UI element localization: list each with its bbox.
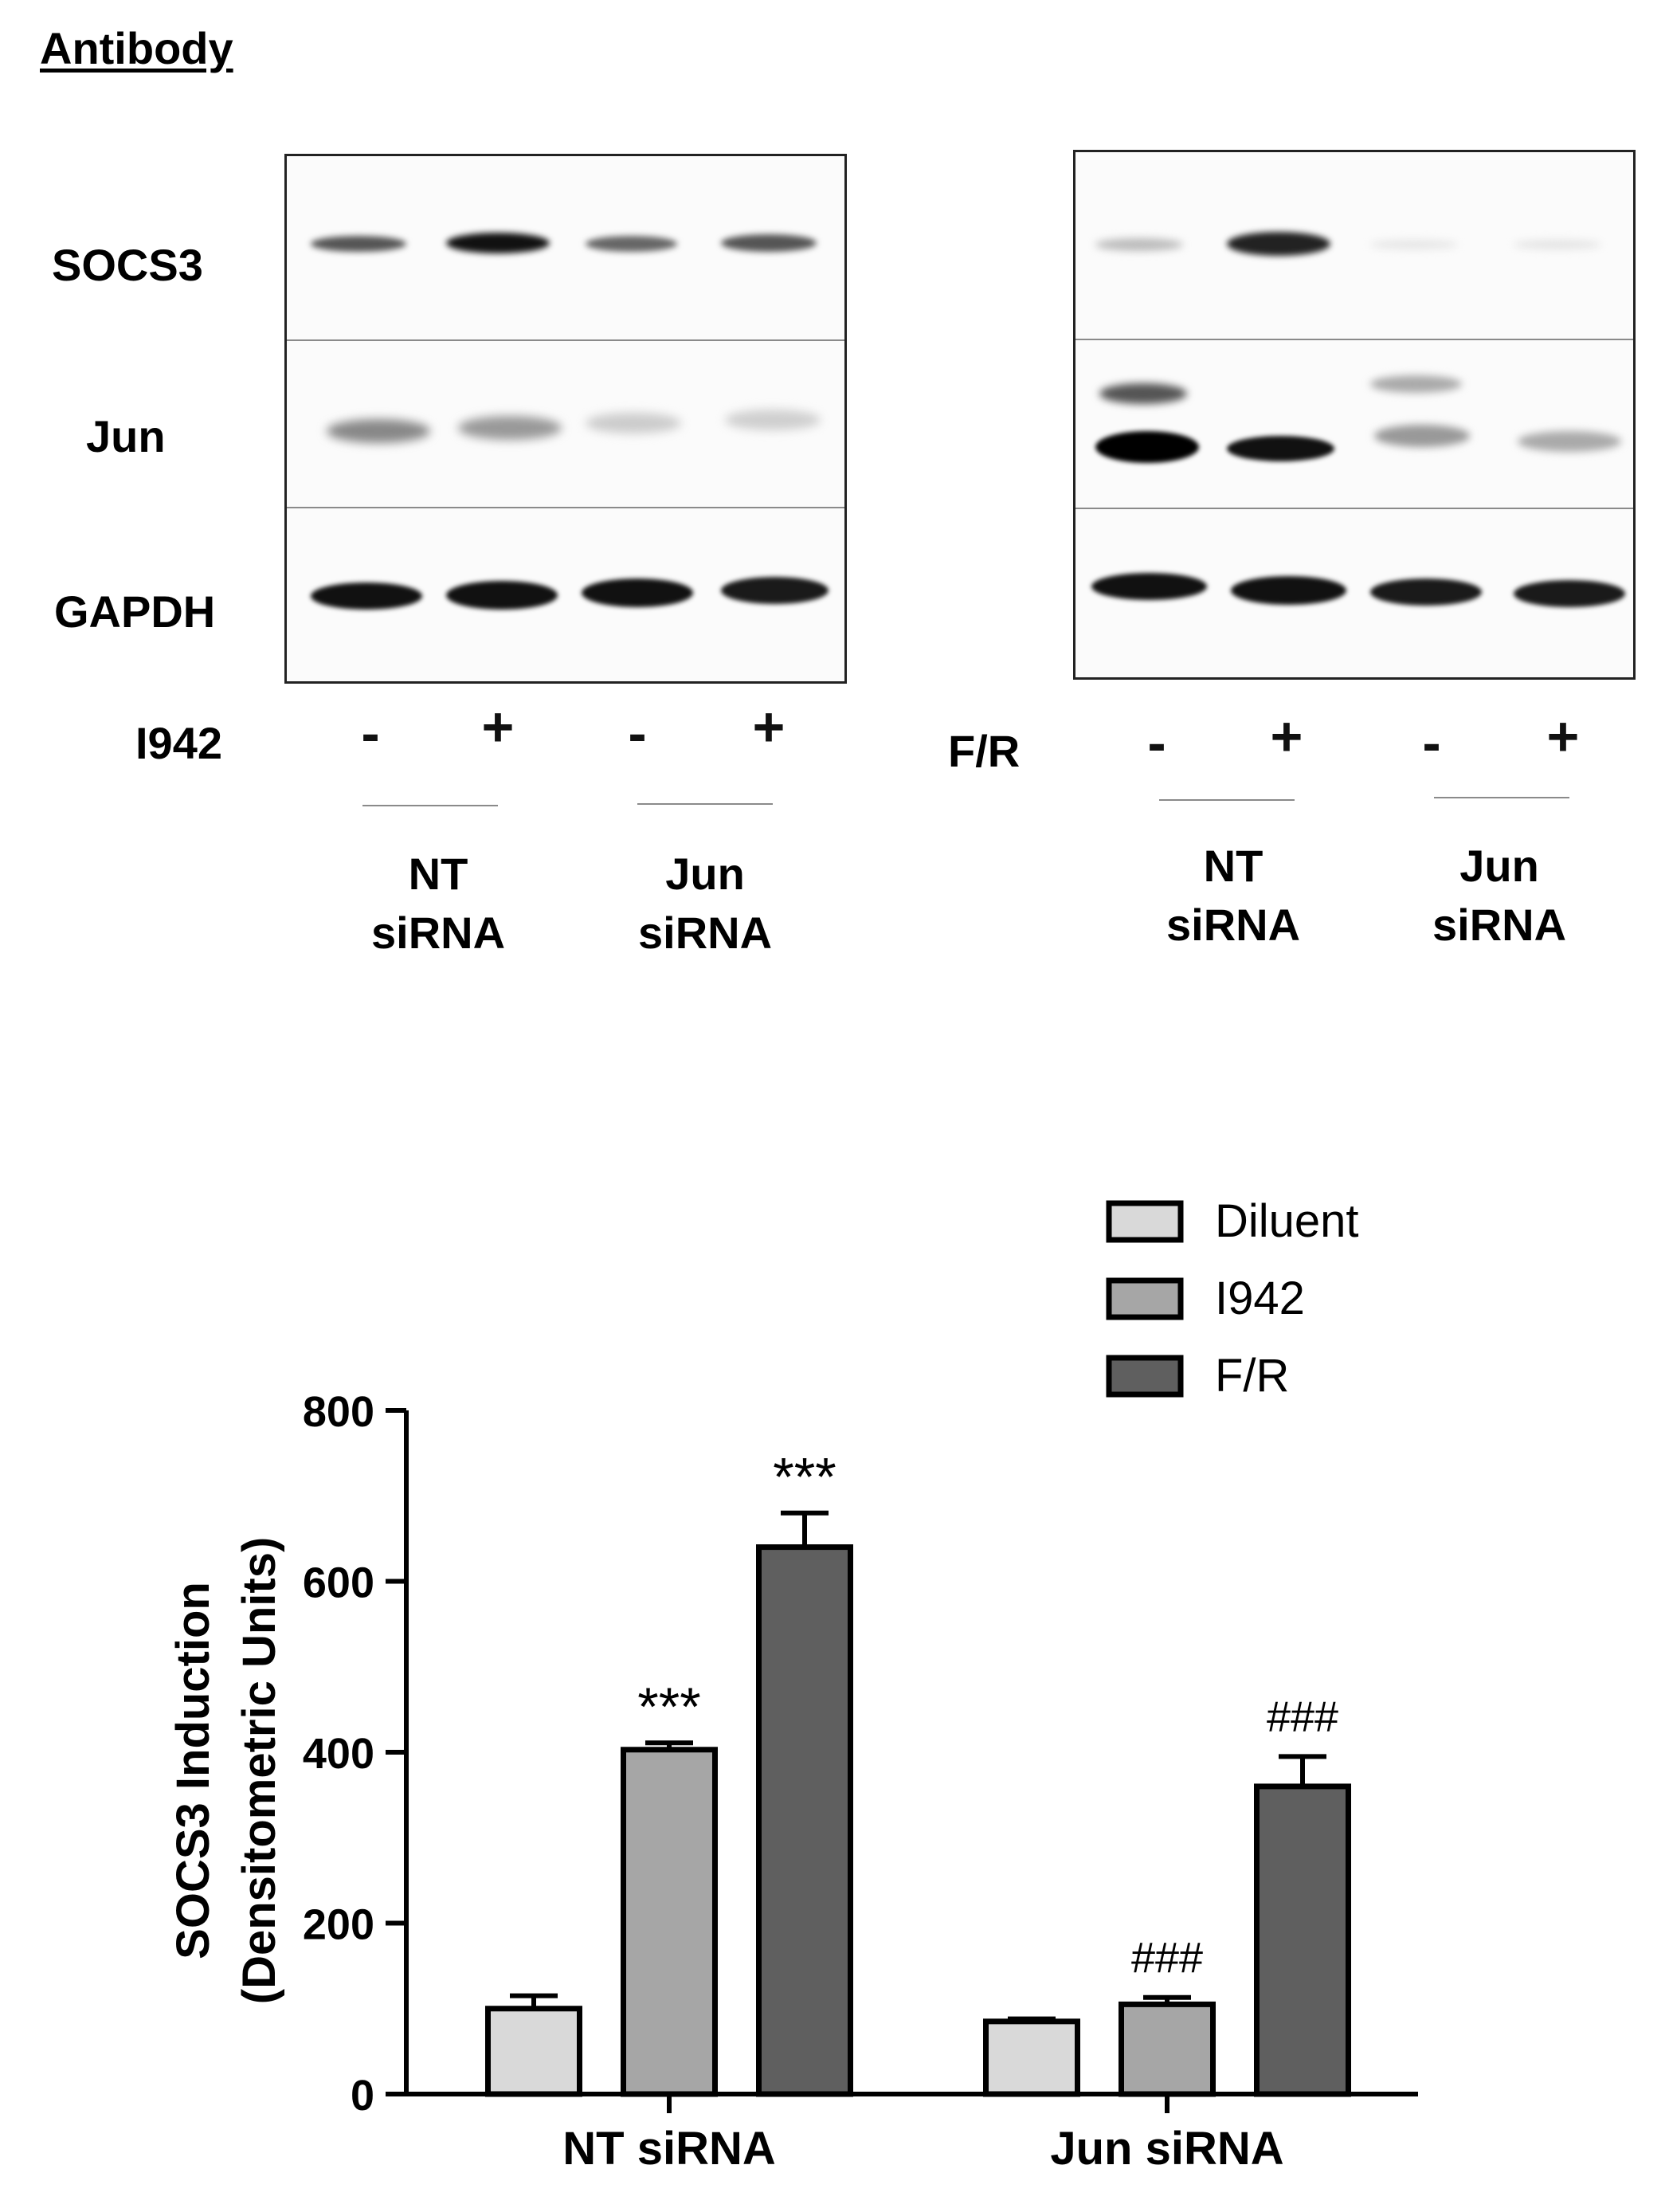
- band-jun: [458, 416, 562, 440]
- lane-sign: +: [752, 696, 786, 758]
- row-label-socs3: SOCS3: [52, 240, 203, 290]
- bar-chart: Diluent I942 F/R SOCS3 Induction (Densitom…: [167, 1195, 1418, 2175]
- band-socs3: [1095, 238, 1183, 251]
- legend-swatch: [1106, 1355, 1184, 1398]
- y-axis-title-line2: (Densitometric Units): [233, 1537, 285, 2005]
- bar: [1119, 2001, 1216, 2097]
- band-jun: [1374, 425, 1470, 447]
- group-label-jun-sirna: Jun siRNA: [1432, 841, 1567, 950]
- bar: [756, 1544, 853, 2097]
- band-socs3: [446, 233, 550, 253]
- bar: [1254, 1783, 1351, 2097]
- y-tick-label: 0: [351, 2072, 374, 2120]
- bars: *** ### *** ###: [485, 1447, 1351, 2097]
- band-socs3: [1227, 232, 1330, 256]
- blot-right: [1073, 150, 1636, 680]
- band-socs3: [586, 236, 677, 252]
- lane-sign: +: [1270, 705, 1303, 767]
- blot-divider: [287, 507, 844, 508]
- y-tick-label: 400: [303, 1730, 374, 1778]
- x-tick-label: Jun siRNA: [1050, 2123, 1283, 2175]
- band-socs3: [721, 234, 817, 252]
- band-jun: [1370, 375, 1462, 393]
- band-socs3: [1370, 240, 1458, 249]
- y-axis: 0 200 400 600 800: [303, 1388, 409, 2120]
- band-jun: [725, 410, 821, 430]
- band-socs3: [311, 236, 406, 252]
- y-axis-title: SOCS3 Induction (Densitometric Units): [167, 1537, 285, 2005]
- legend-label: F/R: [1215, 1350, 1289, 1402]
- band-jun: [1227, 436, 1334, 461]
- row-label-gapdh: GAPDH: [54, 586, 216, 637]
- band-gapdh: [1370, 578, 1482, 606]
- group-label-nt-sirna: NT siRNA: [370, 849, 506, 958]
- blot-divider: [1075, 508, 1633, 509]
- blot-divider: [1075, 339, 1633, 340]
- antibody-header: Antibody: [40, 23, 233, 73]
- blot-divider: [287, 339, 844, 341]
- band-gapdh: [446, 581, 558, 610]
- bar: [621, 1747, 718, 2097]
- bar: [983, 2018, 1080, 2097]
- x-axis: NT siRNA Jun siRNA: [406, 2092, 1418, 2175]
- group-underline: [362, 805, 498, 806]
- lane-sign: -: [1422, 712, 1441, 774]
- significance-label: ###: [1267, 1692, 1338, 1740]
- group-label-jun-sirna: Jun siRNA: [637, 849, 773, 958]
- treatment-label-i942: I942: [135, 718, 222, 768]
- treatment-label-fr: F/R: [948, 726, 1021, 776]
- y-tick-label: 600: [303, 1559, 374, 1607]
- band-jun: [1099, 383, 1187, 404]
- band-gapdh: [1091, 573, 1207, 600]
- band-jun: [1518, 431, 1621, 452]
- significance-label: ###: [1131, 1934, 1203, 1982]
- band-gapdh: [311, 582, 422, 610]
- band-socs3: [1514, 240, 1601, 249]
- band-gapdh: [1231, 576, 1346, 605]
- x-tick-label: NT siRNA: [562, 2123, 775, 2175]
- lane-sign: -: [361, 702, 380, 764]
- lane-sign: +: [481, 696, 515, 758]
- bar: [485, 2006, 582, 2097]
- band-jun: [1095, 431, 1199, 463]
- y-axis-title-line1: SOCS3 Induction: [167, 1582, 219, 1959]
- band-jun: [586, 413, 681, 433]
- group-label-nt-sirna: NT siRNA: [1166, 841, 1301, 950]
- group-underline: [637, 803, 773, 805]
- band-gapdh: [582, 578, 693, 607]
- lane-sign: -: [628, 702, 647, 764]
- blot-left: [284, 154, 847, 684]
- legend-swatch: [1106, 1277, 1184, 1320]
- lane-sign: -: [1147, 712, 1166, 774]
- legend-swatch: [1106, 1200, 1184, 1243]
- row-label-jun: Jun: [86, 411, 166, 461]
- band-gapdh: [721, 577, 829, 604]
- lane-sign: +: [1546, 705, 1580, 767]
- band-gapdh: [1514, 580, 1625, 607]
- y-tick-label: 200: [303, 1901, 374, 1949]
- significance-label: ***: [637, 1677, 700, 1737]
- legend-label: I942: [1215, 1273, 1305, 1324]
- significance-label: ***: [773, 1447, 836, 1508]
- group-underline: [1434, 797, 1569, 798]
- band-jun: [327, 419, 430, 443]
- chart-legend: Diluent I942 F/R: [1106, 1195, 1359, 1402]
- y-tick-label: 800: [303, 1388, 374, 1436]
- group-underline: [1159, 799, 1295, 801]
- legend-label: Diluent: [1215, 1195, 1359, 1247]
